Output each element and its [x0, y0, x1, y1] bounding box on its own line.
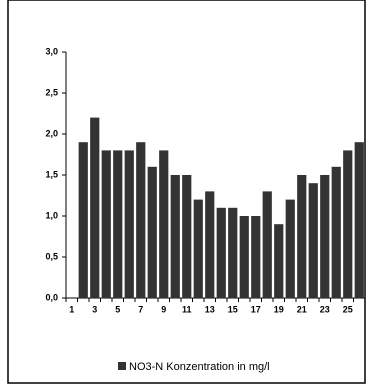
y-tick-label: 2,5 [45, 87, 58, 97]
x-tick-label: 19 [274, 304, 284, 314]
bar [216, 207, 226, 298]
legend-text: NO3-N Konzentration in mg/l [129, 361, 270, 373]
bar [343, 150, 353, 298]
bar [193, 199, 203, 298]
bar [354, 142, 364, 298]
bar [308, 183, 318, 298]
y-tick-label: 1,0 [45, 210, 58, 220]
legend-swatch [118, 362, 126, 370]
x-tick-label: 1 [69, 304, 74, 314]
x-tick-label: 21 [297, 304, 307, 314]
bar [331, 166, 341, 298]
bar [239, 216, 249, 298]
bar [159, 150, 169, 298]
bar [147, 166, 157, 298]
x-tick-label: 25 [343, 304, 353, 314]
bar [297, 175, 307, 298]
x-tick-label: 11 [182, 304, 192, 314]
bar [101, 150, 111, 298]
bar [170, 175, 180, 298]
y-tick-label: 0,0 [45, 292, 58, 302]
bar [136, 142, 146, 298]
x-tick-label: 13 [205, 304, 215, 314]
y-tick-label: 1,5 [45, 169, 58, 179]
bar [251, 216, 261, 298]
bar [113, 150, 123, 298]
chart-frame [7, 0, 366, 384]
y-tick-label: 3,0 [45, 46, 58, 56]
bar [78, 142, 88, 298]
bar [124, 150, 134, 298]
bar [228, 207, 238, 298]
x-tick-label: 23 [320, 304, 330, 314]
x-tick-label: 3 [92, 304, 97, 314]
bar [320, 175, 330, 298]
bar [285, 199, 295, 298]
y-tick-label: 0,5 [45, 251, 58, 261]
x-tick-label: 9 [161, 304, 166, 314]
x-tick-label: 17 [251, 304, 261, 314]
x-tick-label: 15 [228, 304, 238, 314]
x-tick-label: 5 [115, 304, 120, 314]
bar [182, 175, 192, 298]
y-tick-label: 2,0 [45, 128, 58, 138]
bar [90, 117, 100, 298]
bar [262, 191, 272, 298]
x-tick-label: 7 [138, 304, 143, 314]
bar [274, 224, 284, 298]
bar [205, 191, 215, 298]
